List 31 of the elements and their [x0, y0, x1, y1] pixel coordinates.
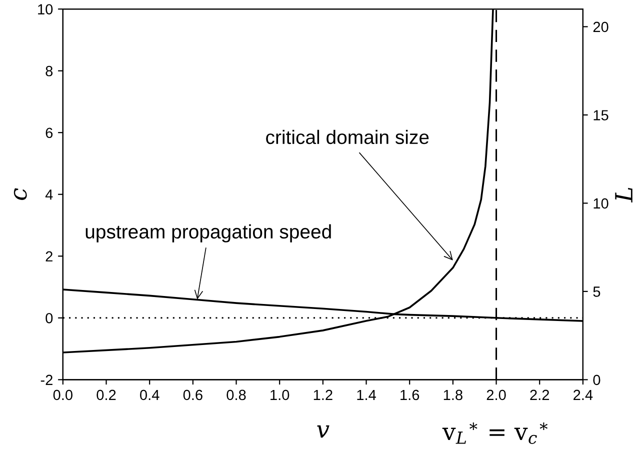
x-axis-title: v — [317, 425, 330, 438]
x-tick-label: 1.0 — [270, 390, 290, 400]
annotation: upstream propagation speed — [86, 224, 331, 242]
y-tick-label: 0 — [46, 313, 53, 324]
y2-tick-label: 0 — [593, 374, 600, 386]
x-tick-label: 0.2 — [96, 390, 116, 400]
x-tick-label: 0.6 — [183, 390, 202, 400]
x-tick-label: 1.6 — [400, 390, 420, 400]
x-tick-label: 0.0 — [53, 390, 72, 400]
x-tick-label: 2.4 — [574, 390, 593, 400]
y2-tick-label: 5 — [593, 286, 600, 297]
annotation: critical domain size — [266, 130, 429, 144]
y2-tick-label: 15 — [594, 110, 608, 120]
y2-tick-label: 10 — [594, 198, 608, 209]
x-tick-label: 0.8 — [226, 390, 246, 400]
y-axis-title: c — [14, 188, 27, 200]
ref-line-label: v$_{L}$$^{∗}$ = v$_{c}$$^{∗}$ — [442, 422, 548, 444]
y2-axis-title: L — [615, 188, 632, 203]
y-tick-label: 8 — [46, 66, 53, 76]
x-tick-label: 1.8 — [444, 390, 462, 400]
x-tick-label: 0.4 — [140, 390, 160, 400]
y-tick-label: 6 — [46, 128, 53, 138]
y-tick-label: 10 — [38, 4, 53, 14]
y-tick-label: -2 — [40, 374, 52, 385]
x-tick-label: 1.2 — [314, 390, 332, 400]
y2-tick-label: 20 — [593, 22, 608, 32]
y-tick-label: 4 — [45, 190, 53, 200]
x-tick-label: 2.2 — [530, 390, 550, 400]
y-tick-label: 2 — [46, 251, 52, 262]
x-tick-label: 1.4 — [357, 390, 376, 400]
x-tick-label: 2.0 — [486, 390, 506, 400]
